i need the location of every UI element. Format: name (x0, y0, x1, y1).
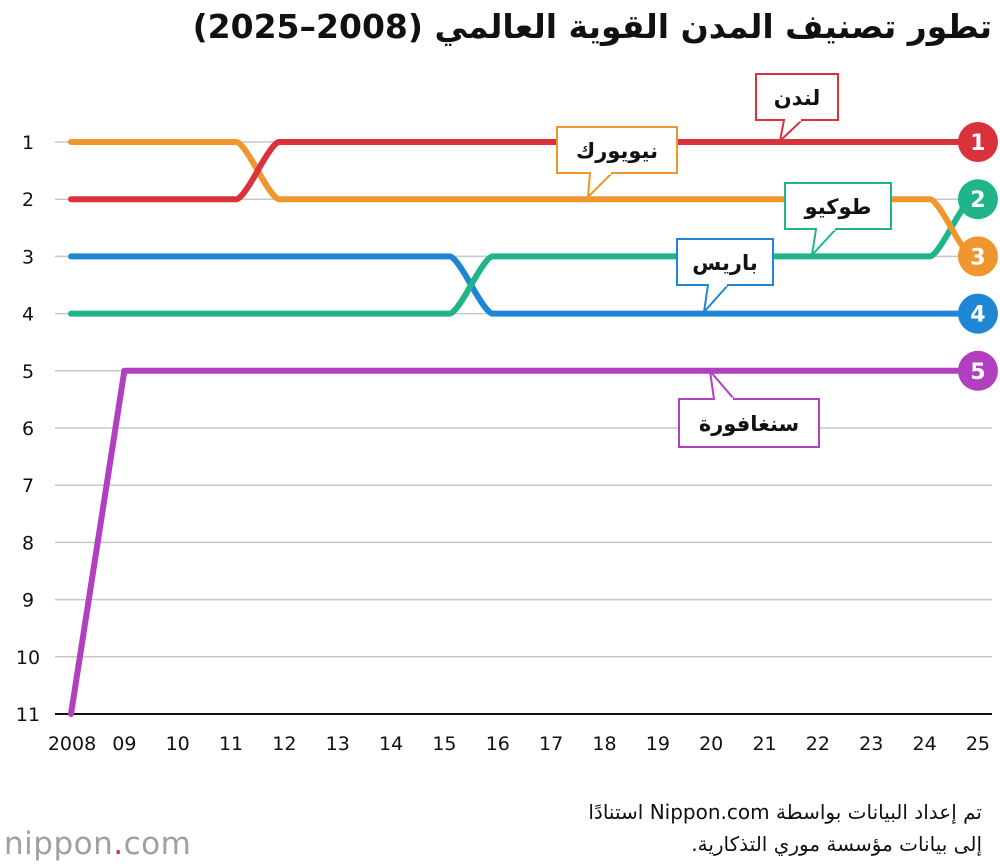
y-tick-label: 9 (22, 590, 34, 612)
rank-badge-label: 4 (970, 303, 985, 328)
callout-2: نيويورك (556, 126, 678, 198)
x-tick-label: 23 (859, 733, 883, 755)
series-name-label: لندن (774, 86, 821, 110)
logo-main: nippon (4, 826, 114, 862)
x-tick-label: 24 (913, 733, 937, 755)
x-tick-label: 25 (966, 733, 990, 755)
y-tick-label: 8 (22, 532, 34, 554)
rank-badge: 4 (957, 293, 998, 334)
rank-badge-label: 1 (970, 131, 985, 156)
x-tick-label: 19 (646, 733, 670, 755)
series-name-label: باريس (692, 251, 757, 275)
x-tick-label: 11 (219, 733, 243, 755)
rank-badge-label: 3 (970, 245, 985, 270)
x-tick-label: 13 (326, 733, 350, 755)
y-tick-label: 2 (22, 189, 34, 211)
x-tick-label: 17 (539, 733, 563, 755)
series-name-label: سنغافورة (699, 412, 799, 436)
y-tick-label: 1 (22, 132, 34, 154)
rank-badge: 5 (957, 350, 998, 391)
series-line (68, 253, 981, 317)
chart-title: تطور تصنيف المدن القوية العالمي (2008–20… (192, 7, 992, 46)
rank-badge: 3 (957, 236, 998, 277)
callout-4: باريس (676, 238, 774, 313)
y-tick-label: 4 (22, 304, 34, 326)
x-tick-label: 12 (272, 733, 296, 755)
x-tick-label: 14 (379, 733, 403, 755)
y-tick-label: 5 (22, 361, 34, 383)
rank-badge-label: 2 (970, 188, 985, 213)
x-tick-label: 20 (699, 733, 723, 755)
series-callouts: لندن نيويورك طوكيو باريس سنغافورة (556, 73, 892, 448)
x-tick-label: 09 (112, 733, 136, 755)
x-tick-label: 2008 (48, 733, 96, 755)
y-tick-label: 3 (22, 246, 34, 268)
x-tick-label: 21 (752, 733, 776, 755)
y-tick-label: 11 (16, 704, 40, 726)
x-tick-label: 16 (486, 733, 510, 755)
x-tick-label: 10 (166, 733, 190, 755)
y-tick-label: 7 (22, 475, 34, 497)
logo-dot: . (113, 826, 124, 862)
callout-5: سنغافورة (678, 370, 820, 448)
series-line (68, 367, 981, 717)
rank-badge: 2 (957, 179, 998, 220)
rank-badge: 1 (957, 122, 998, 162)
series-line (68, 139, 981, 260)
rank-badge-label: 5 (970, 360, 985, 385)
x-tick-label: 22 (806, 733, 830, 755)
nippon-logo: nippon.com (4, 826, 191, 862)
series-name-label: طوكيو (804, 195, 872, 219)
x-tick-label: 15 (432, 733, 456, 755)
final-rank-badges: 1 3 2 4 5 (957, 122, 998, 391)
source-note: تم إعداد البيانات بواسطة Nippon.com استن… (588, 800, 982, 856)
y-tick-label: 6 (22, 418, 34, 440)
callout-1: لندن (755, 73, 839, 142)
callout-3: طوكيو (784, 182, 892, 256)
series-name-label: نيويورك (576, 139, 658, 163)
y-tick-label: 10 (16, 647, 40, 669)
logo-suffix: com (123, 826, 192, 862)
x-tick-label: 18 (592, 733, 616, 755)
